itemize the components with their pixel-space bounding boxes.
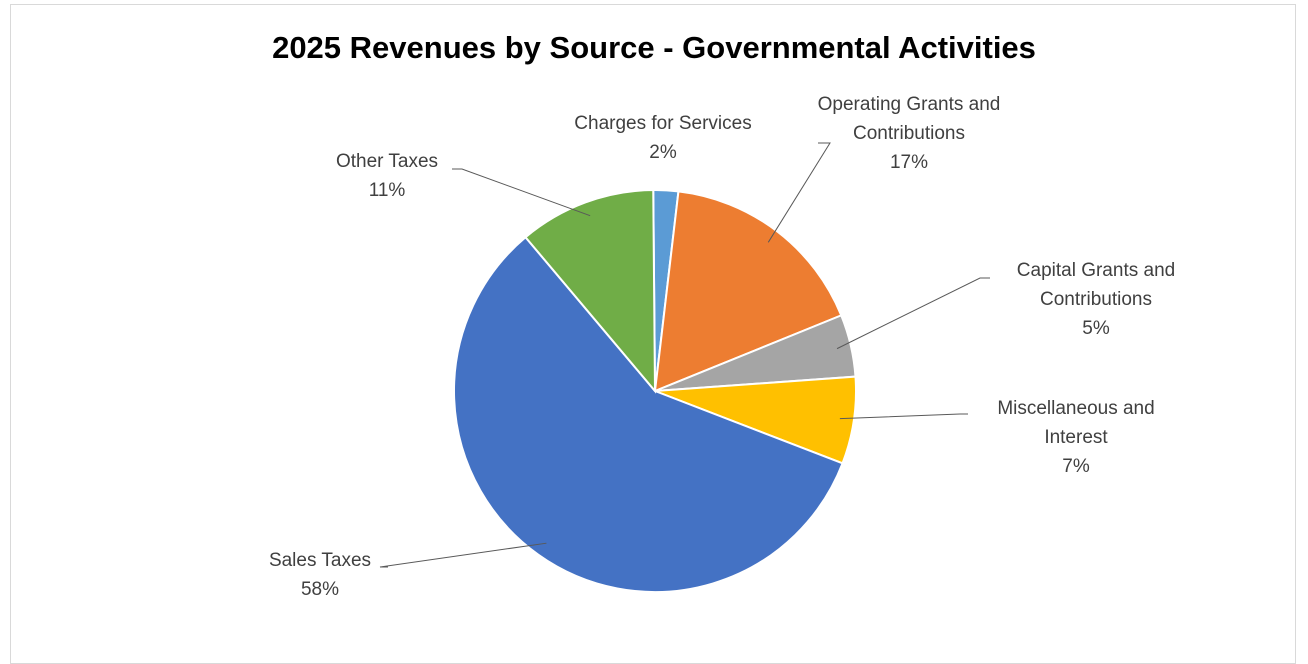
data-label-category-other-taxes: Other Taxes xyxy=(336,151,438,172)
chart-title: 2025 Revenues by Source - Governmental A… xyxy=(272,30,1036,65)
leader-line-sales-taxes xyxy=(379,542,547,568)
data-label-category-operating-grants-and-contributions: Operating Grants and xyxy=(818,94,1001,115)
data-label-category-miscellaneous-and-interest: Miscellaneous and xyxy=(997,398,1154,419)
pie-slice-sales-taxes xyxy=(453,235,844,593)
leader-line-operating-grants-and-contributions xyxy=(767,142,831,243)
pie-chart: Charges for Services 2% Operating Grants a… xyxy=(269,94,1175,600)
data-label-category-operating-grants-and-contributions: Contributions xyxy=(853,123,965,144)
data-label-category-miscellaneous-and-interest: Interest xyxy=(1044,427,1108,448)
data-label-value-capital-grants-and-contributions: 5% xyxy=(1082,318,1110,339)
data-label-value-charges-for-services: 2% xyxy=(649,142,677,163)
data-label-category-capital-grants-and-contributions: Contributions xyxy=(1040,289,1152,310)
data-label-category-charges-for-services: Charges for Services xyxy=(574,113,751,134)
leader-line-miscellaneous-and-interest xyxy=(839,413,968,420)
pie-slice-other-taxes xyxy=(524,188,657,394)
data-label-category-sales-taxes: Sales Taxes xyxy=(269,550,371,571)
leader-line-other-taxes xyxy=(452,168,591,217)
pie-slice-operating-grants-and-contributions xyxy=(653,190,843,393)
data-label-value-miscellaneous-and-interest: 7% xyxy=(1062,456,1090,477)
data-label-category-capital-grants-and-contributions: Capital Grants and xyxy=(1017,260,1175,281)
data-label-value-sales-taxes: 58% xyxy=(301,579,339,600)
data-label-value-operating-grants-and-contributions: 17% xyxy=(890,152,928,173)
leader-line-capital-grants-and-contributions xyxy=(836,277,990,350)
data-label-value-other-taxes: 11% xyxy=(369,180,406,201)
